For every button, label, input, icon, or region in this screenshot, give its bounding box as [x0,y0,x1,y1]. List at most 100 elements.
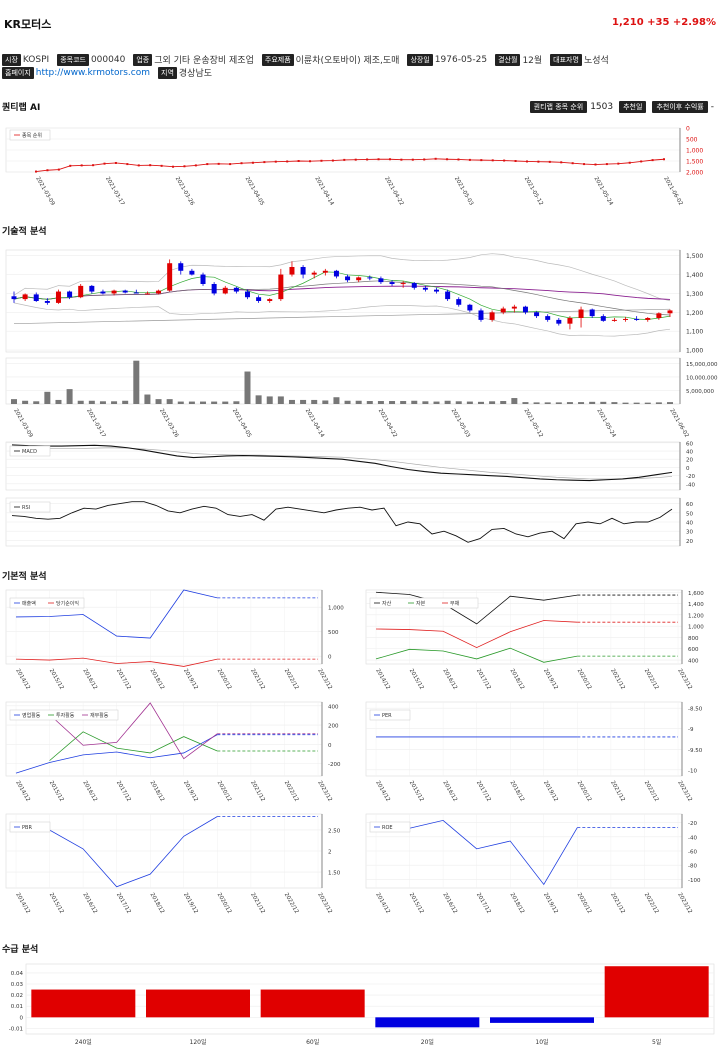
rank-point [411,158,414,161]
rank-point [274,160,277,163]
rank-point [126,163,129,166]
candle-body [445,291,451,300]
candle-body [167,263,173,291]
rank-point [400,158,403,161]
rank-point [194,164,197,167]
industry-value: 그외 기타 운송장비 제조업 [154,56,254,66]
x-tick-label: 2023/12 [316,668,333,691]
series-line [15,734,218,774]
candle-body [378,278,384,283]
supply-bar [146,989,250,1018]
rank-point [92,164,95,167]
y-tick-label: 1,000 [686,348,703,355]
y-tick-label: 1,200 [686,310,703,317]
x-tick-label: 2023/12 [316,780,333,803]
y-tick-label: 40 [686,450,693,456]
candle-body [467,304,473,311]
y-tick-label: 20 [686,539,693,545]
candle-body [511,306,517,309]
x-tick-label: 2021-05-24 [592,176,613,207]
series-line [15,589,218,639]
x-tick-label: 2018/12 [148,668,165,691]
x-tick-label: 2021/12 [249,668,266,691]
return-since-button[interactable]: 추천이후 수익률 [652,101,708,113]
x-tick-label: 2021/12 [609,780,626,803]
region-tag: 지역 [158,66,177,79]
listed-tag: 상장일 [407,53,433,66]
x-tick-label: 2022/12 [643,668,660,691]
candle-body [478,310,484,320]
legend-box [9,501,51,513]
volume-bar [644,402,651,404]
rank-point [286,160,289,163]
series-line [375,647,578,663]
y-tick-label: -80 [688,864,697,870]
volume-bar [66,389,73,404]
candle-body [22,294,28,300]
y-tick-label: 400 [688,659,699,665]
x-tick-label: 2017/12 [475,780,492,803]
rank-point [251,161,254,164]
volume-bar [344,400,351,404]
ceo-tag: 대표자명 [550,53,582,66]
rank-point [468,158,471,161]
rank-point [617,162,620,165]
legend-label: 자본 [416,600,426,607]
y-tick-label: 1,600 [688,591,704,597]
volume-bar [522,402,529,404]
supply-bar [490,1017,594,1023]
y-tick-label: 600 [688,647,699,653]
candle-body [178,263,184,271]
x-tick-label: 2021/12 [609,892,626,915]
volume-bar [489,401,496,404]
volume-bar [433,401,440,404]
homepage-link[interactable]: http://www.krmotors.com [35,67,150,78]
rank-point [183,165,186,168]
candle-body [500,308,506,313]
x-tick-label: 2016/12 [81,892,98,915]
region-value: 경상남도 [178,69,213,79]
y-tick-label: 200 [328,724,339,730]
return-value: - [710,102,714,112]
volume-bar [667,402,673,404]
candle-body [133,292,139,294]
y-tick-label: 0.04 [11,971,24,977]
volume-bar [533,402,540,404]
legend-label: 종목 순위 [22,132,42,139]
supply-bar [260,989,365,1018]
rank-point [560,161,563,164]
volume-bar [566,402,573,404]
volume-bar [288,399,295,404]
y-tick-label: 0 [328,655,332,661]
plot-area [365,701,683,777]
x-tick-label: 2021/12 [249,892,266,915]
x-tick-label: 2022/12 [283,668,300,691]
rank-point [457,158,460,161]
volume-bar [44,391,51,404]
rank-point [446,158,449,161]
y-tick-label: 400 [328,704,339,710]
supply-chart: -0.01 0 0.01 0.02 0.03 0.04 240일 120일 60일 20일 10일 5… [9,963,715,1046]
x-tick-label: 2021-03-26 [158,408,179,439]
rank-point [537,160,540,163]
y-tick-label: 1,100 [686,329,703,336]
y-tick-label: 15,000,000 [686,362,718,368]
candle-body [389,282,395,284]
rank-point [480,159,483,162]
recommend-date-button[interactable]: 추천일 [619,101,647,113]
candle-body [33,294,39,301]
legend-label: 재무활동 [90,712,109,719]
stock-info-row-1: 시장 KOSPI 종목코드 000040 업종 그외 기타 운송장비 제조업 주요제품… [2,53,617,66]
y-tick-label: 5,000,000 [686,389,714,395]
volume-bar [555,402,562,404]
legend-label: 영업활동 [22,712,41,719]
y-tick-label: 1,000 [686,148,703,155]
rank-point [548,160,551,163]
code-value: 000040 [90,54,126,65]
x-tick-label: 2021-04-14 [313,176,334,207]
x-tick-label: 5일 [652,1038,661,1046]
y-tick-label: 1,400 [688,602,704,608]
market-tag: 시장 [2,53,21,66]
volume-chart: 5,000,000 10,000,000 15,000,000 2021-03-09 2… [5,357,718,439]
bollinger-upper [13,253,671,302]
